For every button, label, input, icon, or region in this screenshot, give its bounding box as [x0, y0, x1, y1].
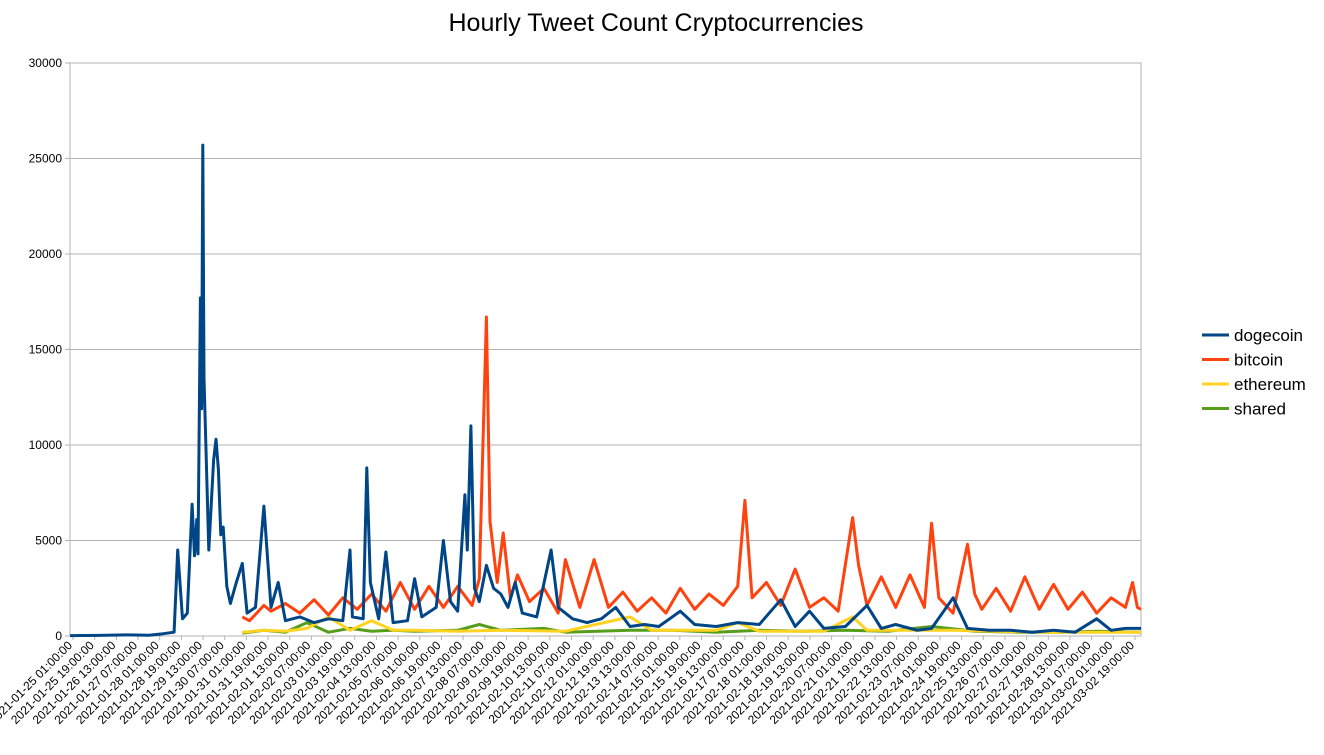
- y-tick-label: 30000: [29, 56, 63, 70]
- chart-title: Hourly Tweet Count Cryptocurrencies: [448, 9, 864, 37]
- y-tick-label: 5000: [35, 534, 62, 548]
- legend-label-shared: shared: [1234, 400, 1286, 419]
- y-tick-label: 15000: [29, 343, 63, 357]
- series-lines: [69, 143, 1142, 638]
- legend-label-ethereum: ethereum: [1234, 375, 1306, 394]
- legend-label-dogecoin: dogecoin: [1234, 326, 1303, 345]
- y-axis: 0 5000 10000 15000 20000 25000 30000: [29, 56, 70, 643]
- y-tick-label: 10000: [29, 438, 63, 452]
- legend: dogecoin bitcoin ethereum shared: [1202, 326, 1306, 419]
- legend-label-bitcoin: bitcoin: [1234, 351, 1283, 370]
- y-tick-label: 25000: [29, 152, 63, 166]
- series-line-bitcoin: [241, 315, 1142, 623]
- y-tick-label: 20000: [29, 247, 63, 261]
- y-tick-label: 0: [55, 629, 62, 643]
- gridlines: [69, 62, 1142, 637]
- series-line-dogecoin: [69, 143, 1141, 638]
